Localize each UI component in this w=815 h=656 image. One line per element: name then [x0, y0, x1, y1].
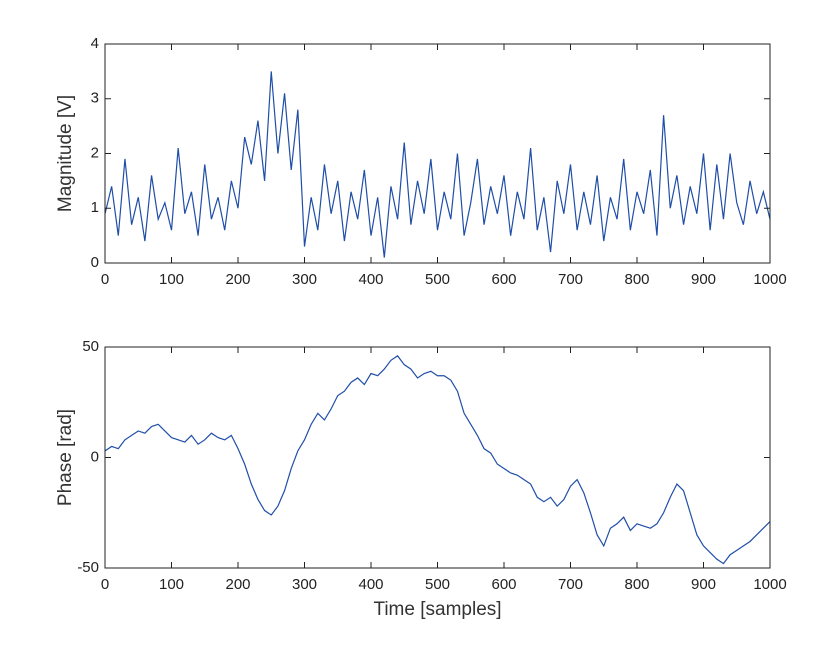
x-tick-label: 800 [624, 576, 649, 593]
x-tick-label: 700 [558, 271, 583, 288]
y-tick-label: 3 [91, 90, 99, 107]
y-axis-label: Magnitude [V] [55, 95, 76, 212]
y-axis-label: Phase [rad] [55, 409, 76, 506]
x-axis-label: Time [samples] [373, 599, 501, 620]
x-tick-label: 100 [159, 576, 184, 593]
x-tick-label: 100 [159, 271, 184, 288]
plot-area [105, 347, 770, 568]
y-tick-label: 0 [91, 448, 99, 465]
data-line [104, 355, 771, 565]
x-tick-label: 0 [101, 271, 109, 288]
x-tick-label: 300 [292, 576, 317, 593]
x-tick-label: 900 [691, 271, 716, 288]
x-tick-label: 300 [292, 271, 317, 288]
y-tick-label: 0 [91, 254, 99, 271]
x-tick-label: 1000 [753, 576, 786, 593]
x-tick-label: 900 [691, 576, 716, 593]
x-tick-label: 1000 [753, 271, 786, 288]
x-tick-label: 700 [558, 576, 583, 593]
x-tick-label: 500 [425, 271, 450, 288]
x-tick-label: 200 [225, 576, 250, 593]
data-line [104, 71, 771, 258]
y-tick-label: 2 [91, 144, 99, 161]
x-tick-label: 200 [225, 271, 250, 288]
y-tick-label: 4 [91, 35, 99, 52]
x-tick-label: 800 [624, 271, 649, 288]
x-tick-label: 500 [425, 576, 450, 593]
x-tick-label: 600 [491, 271, 516, 288]
y-tick-label: 50 [82, 338, 99, 355]
x-tick-label: 400 [358, 576, 383, 593]
x-tick-label: 400 [358, 271, 383, 288]
x-tick-label: 0 [101, 576, 109, 593]
y-tick-label: -50 [77, 559, 99, 576]
x-tick-label: 600 [491, 576, 516, 593]
y-tick-label: 1 [91, 199, 99, 216]
